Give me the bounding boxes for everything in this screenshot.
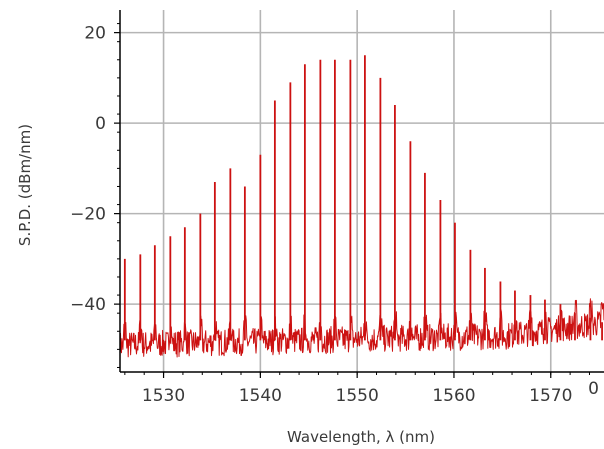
noise-floor-trace: [119, 298, 604, 359]
x-tick-label: 1530: [142, 386, 185, 406]
y-axis-ticks: 20 0 −20 −40: [70, 23, 120, 368]
y-tick-label: −40: [70, 295, 106, 315]
y-axis-label: S.P.D. (dBm/nm): [16, 124, 34, 246]
y-tick-label: 0: [95, 114, 106, 134]
stray-tick-label: 0: [588, 379, 599, 399]
x-axis-label: Wavelength, λ (nm): [287, 428, 435, 446]
y-tick-label: −20: [70, 205, 106, 225]
grid: [120, 10, 604, 372]
y-tick-label: 20: [84, 24, 106, 44]
axes: [119, 10, 604, 373]
x-tick-label: 1570: [529, 386, 572, 406]
x-axis-ticks: 1530 1540 1550 1560 1570: [124, 372, 590, 406]
x-tick-label: 1560: [432, 386, 475, 406]
x-tick-label: 1550: [336, 386, 379, 406]
x-tick-label: 1540: [239, 386, 282, 406]
spectral-peaks: [123, 55, 603, 341]
